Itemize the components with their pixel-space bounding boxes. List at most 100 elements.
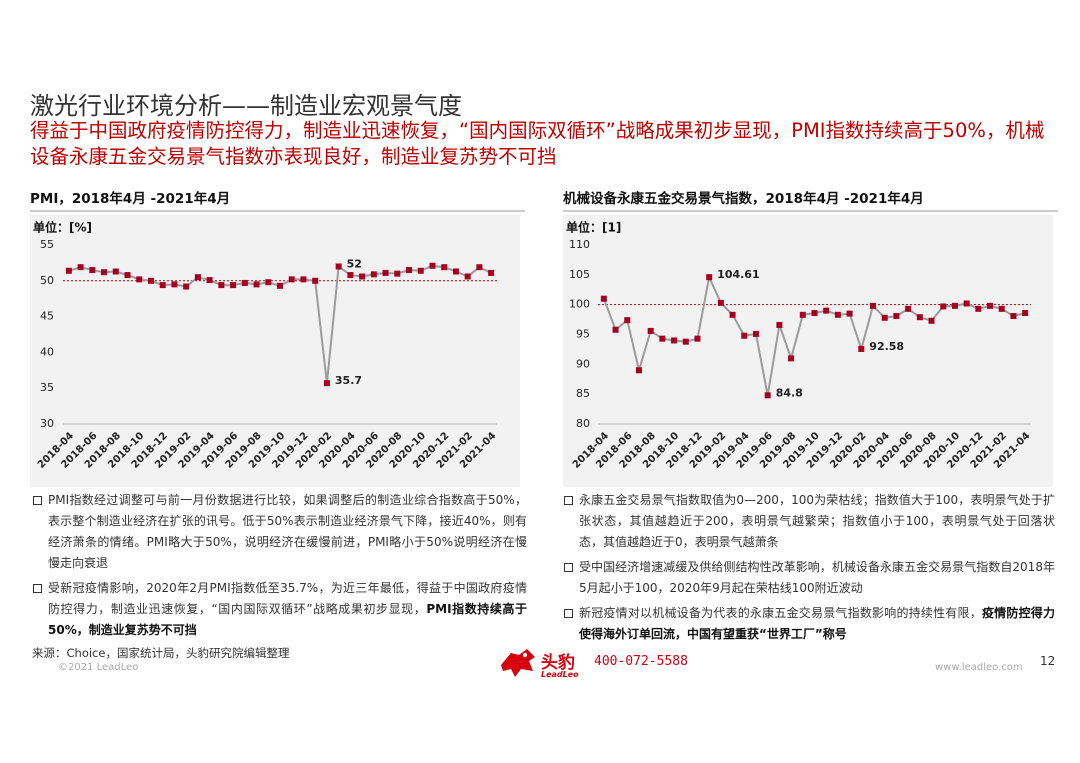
marker [881,314,888,321]
marker [359,273,366,280]
marker [717,299,724,306]
value-label: 84.8 [776,386,803,399]
bullet-text: 永康五金交易景气指数取值为0—200，100为荣枯线；指数值大于100，表明景气… [579,493,1055,549]
marker [998,305,1005,312]
marker [729,311,736,318]
marker [112,268,119,275]
marker [799,311,806,318]
marker [464,273,471,280]
marker [752,330,759,337]
marker [206,277,213,284]
marker [834,311,841,318]
marker [928,317,935,324]
website: www.leadleo.com [935,662,1023,673]
bullet: PMI指数经过调整可与前一月份数据进行比较，如果调整后的制造业综合指数高于50%… [32,490,527,574]
marker [624,317,631,324]
y-tick-label: 50 [40,274,54,287]
marker [905,305,912,312]
y-tick-label: 80 [576,417,590,430]
marker [323,380,330,387]
marker [846,310,853,317]
marker [101,269,108,276]
y-tick-label: 40 [40,345,54,358]
value-label: 92.58 [869,340,904,353]
marker [600,295,607,302]
marker [370,271,377,278]
marker [136,276,143,283]
marker [916,314,923,321]
marker [1010,313,1017,320]
source: 来源：Choice，国家统计局，头豹研究院编辑整理 [32,646,290,660]
marker [253,281,260,288]
marker [230,282,237,289]
value-label: 35.7 [335,374,362,387]
marker [706,274,713,281]
bullet: 永康五金交易景气指数取值为0—200，100为荣枯线；指数值大于100，表明景气… [563,490,1055,553]
marker [659,335,666,342]
marker [764,392,771,399]
page-title: 激光行业环境分析——制造业宏观景气度 [30,92,462,120]
bullet-bold: PMI指数持续高于50%，制造业复苏势不可挡 [48,602,528,637]
marker [694,335,701,342]
chart-title: 机械设备永康五金交易景气指数，2018年4月 -2021年4月 [563,190,924,207]
bullet-text: 新冠疫情对以机械设备为代表的永康五金交易景气指数影响的持续性有限， [579,606,982,620]
unit-label: 单位：[%] [33,220,92,235]
marker [159,282,166,289]
brand-cn: 头豹 [541,653,575,673]
y-tick-label: 35 [40,381,54,394]
marker [77,264,84,271]
y-tick-label: 55 [40,238,54,251]
marker [312,277,319,284]
marker [1022,310,1029,317]
copyright: ©2021 LeadLeo [58,662,139,673]
y-tick-label: 110 [569,238,590,251]
marker [417,267,424,274]
marker [89,267,96,274]
charts: PMI，2018年4月 -2021年4月单位：[%]30354045505520… [30,190,1058,487]
marker [940,303,947,310]
bullet: 受新冠疫情影响，2020年2月PMI指数低至35.7%，为近三年最低，得益于中国… [32,578,527,641]
page-subtitle: 得益于中国政府疫情防控得力，制造业迅速恢复，“国内国际双循环”战略成果初步显现，… [30,119,1045,168]
marker [635,367,642,374]
marker [429,262,436,269]
page-number: 12 [1040,654,1056,668]
marker [65,267,72,274]
marker [788,355,795,362]
y-tick-label: 85 [576,387,590,400]
value-label: 52 [347,257,362,270]
y-tick-label: 90 [576,357,590,370]
marker [811,310,818,317]
marker [975,305,982,312]
marker [870,302,877,309]
unit-label: 单位：[1] [566,220,621,235]
marker [335,263,342,270]
marker [194,274,201,281]
marker [612,326,619,333]
marker [277,282,283,289]
bullets-left: PMI指数经过调整可与前一月份数据进行比较，如果调整后的制造业综合指数高于50%… [32,490,527,645]
marker [441,264,448,271]
bullet-text: PMI指数经过调整可与前一月份数据进行比较，如果调整后的制造业综合指数高于50%… [48,493,527,570]
marker [265,279,272,286]
bullet: 受中国经济增速减缓及供给侧结构性改革影响，机械设备永康五金交易景气指数自2018… [563,557,1055,599]
y-tick-label: 45 [40,310,54,323]
y-tick-label: 95 [576,328,590,341]
marker [476,264,483,271]
marker [394,270,401,277]
marker [124,272,131,279]
marker [288,276,295,283]
marker [347,272,354,279]
marker [951,302,958,309]
chart-title: PMI，2018年4月 -2021年4月 [30,190,230,207]
marker [682,338,689,345]
y-tick-label: 30 [40,417,54,430]
marker [647,327,654,334]
logo-icon [501,649,535,677]
marker [382,269,389,276]
marker [987,302,994,309]
chart-panel [30,215,520,487]
marker [241,279,248,286]
y-tick-label: 105 [569,268,590,281]
marker [741,332,748,339]
marker [671,337,678,344]
